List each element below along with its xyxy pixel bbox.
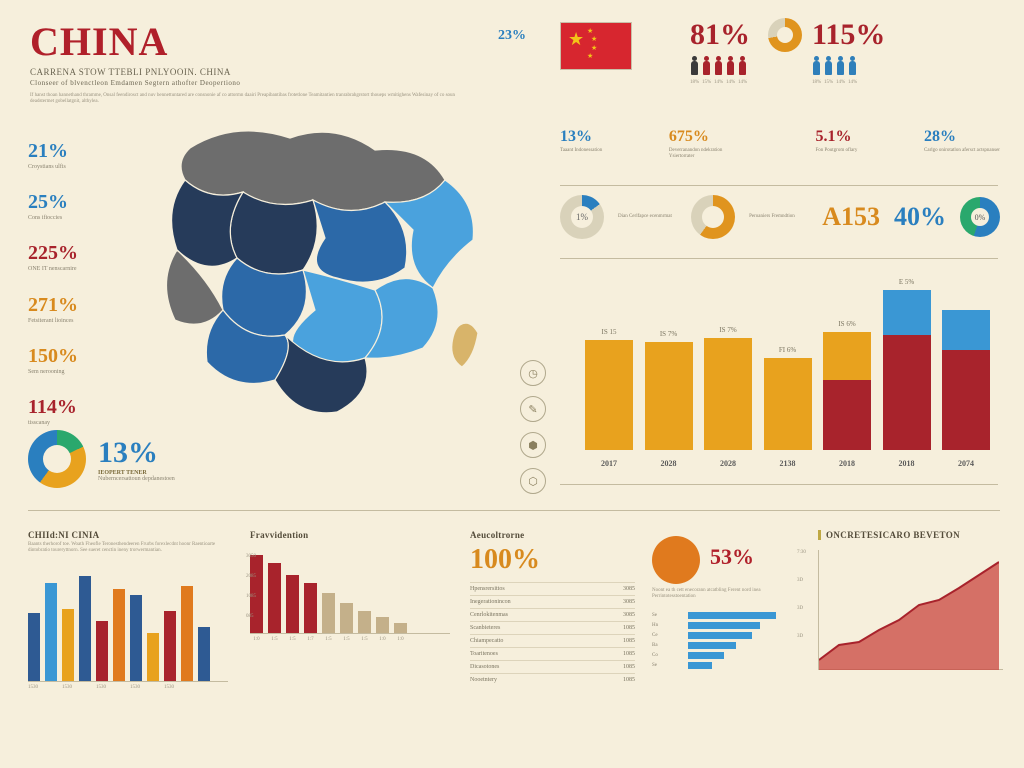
- donut-c: 0%: [960, 197, 1000, 237]
- china-map: [125, 110, 515, 440]
- section-declining-bars: Fravvidention 305020851085085 1:01:51:51…: [250, 530, 450, 642]
- left-stat: 271%Fetsiterant lioinces: [28, 294, 114, 325]
- area-chart: 7:303D3D3D: [818, 550, 1003, 670]
- donuts-row: 1% Dian Cerlfapce ecenmrmat Peroaniers F…: [560, 195, 1000, 239]
- left-stat: 21%Croystians ulfis: [28, 140, 114, 171]
- sec-b-title: Fravvidention: [250, 530, 450, 540]
- mid-stat-b: 40%: [894, 202, 946, 232]
- badge-icon: ⬡: [520, 468, 546, 494]
- main-bar-chart: IS 15IS 7%IS 7%FI 6%IS 6%E 5% 2017202820…: [585, 278, 990, 468]
- bl-donut-chart: [28, 430, 86, 488]
- china-flag: ★ ★ ★ ★ ★: [560, 22, 632, 70]
- sec-a-title: CHIId:NI CINIA: [28, 530, 228, 540]
- strip-stat: 28%Carlgo onirotatlon afersct actspnanse…: [924, 128, 1000, 160]
- mid-stat-strip: 13%Taaant Indonessation 675%Deverranandon…: [560, 128, 1000, 160]
- section-grouped-bars: CHIId:NI CINIA Baants therhorof toe. Woa…: [28, 530, 228, 691]
- left-stat: 150%Sem nerooning: [28, 345, 114, 376]
- header-blurb: If hanst thoan hannethand thramme, Onsal…: [30, 93, 480, 105]
- section-pie-hbars: 53% Noont ea th cett enecorann atcatblin…: [652, 530, 802, 672]
- bottom-left-donut: 13% IEOPERT TENER Nuberncersattoun depda…: [28, 430, 175, 488]
- section-table: Aeucoltrorne 100% Hpensrersittos3085Ineg…: [470, 530, 635, 686]
- mid-stat-a: A153: [822, 202, 880, 232]
- people-icons-1: [690, 56, 750, 76]
- sec-c-title: Aeucoltrorne: [470, 530, 635, 540]
- donut-b: [691, 195, 735, 239]
- bl-donut-value: 13%: [98, 436, 175, 470]
- left-stat: 25%Cons ifioccies: [28, 191, 114, 222]
- big-stat-1-value: 81%: [690, 18, 750, 52]
- mini-donut-icon: [768, 18, 802, 52]
- flag-star-icon: ★: [568, 29, 584, 50]
- top-big-stats: 81% 18%15%14%14%14% 115% 18%15%14%14%: [690, 18, 1000, 86]
- table-row: Toaritenoes1085: [470, 647, 635, 660]
- strip-stat: 5.1%Fon Poutgrom oflary: [815, 128, 857, 160]
- sec-a-sub: Baants therhorof toe. Woath Fheofle Tero…: [28, 542, 228, 554]
- sec-b-bars: [250, 546, 450, 634]
- people-icons-2: [812, 56, 885, 76]
- badge-icon: ⬢: [520, 432, 546, 458]
- badge-icon: ✎: [520, 396, 546, 422]
- badge-icons: ◷ ✎ ⬢ ⬡: [520, 360, 546, 494]
- strip-stat: 675%Deverranandon ndekration Ysiertorrat…: [669, 128, 749, 160]
- main-bar: IS 6%: [823, 332, 871, 450]
- main-bar: IS 7%: [704, 338, 752, 450]
- table-row: Cenrlokitenmas3085: [470, 608, 635, 621]
- donut-a: 1%: [560, 195, 604, 239]
- strip-stat: 13%Taaant Indonessation: [560, 128, 602, 160]
- big-stat-1: 81% 18%15%14%14%14%: [690, 18, 750, 86]
- solid-pie-icon: [652, 536, 700, 584]
- header: CHINA CARRENA STOW TTEBLI PNLYOOIN. CHIN…: [30, 18, 480, 105]
- divider: [28, 510, 1000, 511]
- table-row: Nooetntery1085: [470, 673, 635, 686]
- header-side-pct: 23%: [498, 28, 526, 44]
- left-stat: 225%ONE IT nenscarnire: [28, 242, 114, 273]
- divider: [560, 185, 998, 186]
- page-title: CHINA: [30, 18, 480, 65]
- divider: [560, 484, 998, 485]
- main-bar: IS 15: [585, 340, 633, 450]
- table-row: Dicasotones1085: [470, 660, 635, 673]
- main-bar: FI 6%: [764, 358, 812, 450]
- table-row: Scanbieteres1085: [470, 621, 635, 634]
- big-stat-2: 115% 18%15%14%14%: [812, 18, 885, 86]
- sec-e-title: ONCRETESICARO BEVETON: [818, 530, 1003, 540]
- divider: [560, 258, 998, 259]
- badge-icon: ◷: [520, 360, 546, 386]
- subtitle-2: Clonseer of blvenctleon Emdamen Segtern …: [30, 79, 480, 87]
- table-row: Chiampecatto1085: [470, 634, 635, 647]
- section-area-chart: ONCRETESICARO BEVETON 7:303D3D3D: [818, 530, 1003, 670]
- donut-b-label: Peroaniers Fremndtion: [749, 214, 808, 220]
- sec-d-pct: 53%: [710, 544, 754, 570]
- table-row: Hpensrersittos3085: [470, 582, 635, 595]
- subtitle-1: CARRENA STOW TTEBLI PNLYOOIN. CHINA: [30, 67, 480, 77]
- main-bar: [942, 310, 990, 450]
- sec-a-bars: [28, 562, 228, 682]
- donut-a-label: Dian Cerlfapce ecenmrmat: [618, 214, 677, 220]
- table-row: Inegerationincon3085: [470, 595, 635, 608]
- main-bar: E 5%: [883, 290, 931, 450]
- sec-d-hbars: SeHnCeBaCoSe: [652, 612, 802, 669]
- sec-c-bigpct: 100%: [470, 544, 635, 576]
- left-stat-column: 21%Croystians ulfis 25%Cons ifioccies 225%…: [28, 140, 114, 427]
- sec-c-rows: Hpensrersittos3085Inegerationincon3085Ce…: [470, 582, 635, 686]
- left-stat: 114%tisscanay: [28, 396, 114, 427]
- big-stat-2-value: 115%: [812, 18, 885, 52]
- main-bar: IS 7%: [645, 342, 693, 450]
- bl-donut-desc: Nuberncersattoun depdanestoen: [98, 476, 175, 482]
